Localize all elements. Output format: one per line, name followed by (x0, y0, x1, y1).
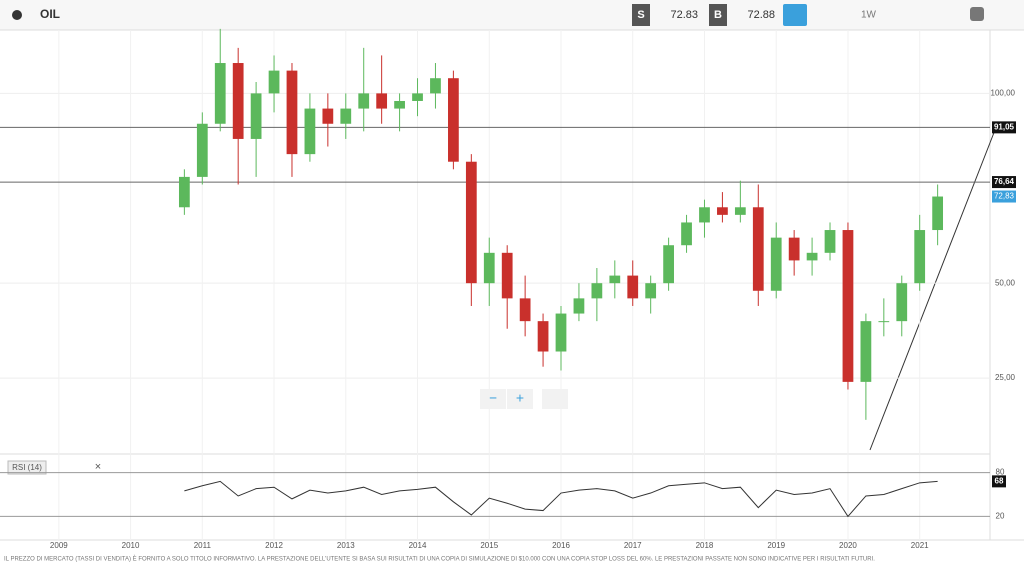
y-tick-label: 100,00 (991, 89, 1016, 98)
candle-body (250, 93, 262, 139)
level-label: 76,64 (994, 177, 1015, 186)
zoom-out-icon[interactable]: − (489, 390, 497, 406)
x-tick-label: 2020 (839, 541, 857, 550)
candle-body (734, 207, 746, 215)
share[interactable] (542, 389, 568, 409)
candle-body (896, 283, 908, 322)
candle-body (663, 245, 674, 284)
candle-body (824, 230, 836, 253)
candle-body (358, 93, 370, 109)
x-tick-label: 2018 (696, 541, 714, 550)
y-tick-label: 50,00 (995, 278, 1016, 287)
candle-body (717, 207, 728, 215)
candle-body (394, 100, 405, 109)
candle-body (770, 237, 782, 291)
x-tick-label: 2021 (911, 541, 929, 550)
zoom-out[interactable] (480, 389, 506, 409)
candle-body (178, 176, 190, 208)
zoom-in-icon[interactable]: + (516, 390, 524, 406)
candle-body (752, 207, 764, 291)
candle-body (788, 237, 800, 261)
candle-body (627, 275, 639, 299)
x-tick-label: 2016 (552, 541, 570, 550)
candle-body (214, 63, 226, 124)
toolbar (0, 0, 1024, 30)
x-tick-label: 2017 (624, 541, 642, 550)
buy-box[interactable] (709, 4, 727, 26)
candle-body (555, 313, 567, 352)
candle-body (645, 283, 657, 299)
disclaimer: IL PREZZO DI MERCATO (TASSI DI VENDITA) … (4, 556, 875, 563)
settings-button[interactable] (970, 7, 984, 21)
indicator-box[interactable] (7, 460, 47, 475)
y-tick-label: 25,00 (995, 373, 1016, 382)
rsi-current-box (992, 475, 1006, 488)
x-tick-label: 2010 (122, 541, 140, 550)
candle-body (340, 108, 352, 124)
candle-body (304, 108, 316, 155)
x-tick-label: 2014 (409, 541, 427, 550)
rsi-line (184, 480, 938, 518)
candle-body (232, 63, 244, 139)
current-box (992, 190, 1016, 203)
candle-body (286, 70, 298, 155)
candle-body (591, 283, 603, 299)
level-box (992, 121, 1016, 134)
candle-body (519, 298, 531, 322)
candle-body (376, 93, 388, 109)
rsi-current-label: 68 (995, 476, 1004, 485)
x-tick-label: 2009 (50, 541, 68, 550)
x-tick-label: 2013 (337, 541, 355, 550)
candle-body (537, 321, 549, 352)
x-tick-label: 2012 (265, 541, 283, 550)
crosshair-button[interactable] (783, 4, 807, 26)
candle-body (806, 252, 818, 261)
candle-body (196, 123, 208, 177)
candle-body (573, 298, 585, 314)
x-tick-label: 2011 (194, 541, 212, 550)
sell-box[interactable] (632, 4, 650, 26)
trend-line (869, 129, 996, 451)
x-tick-label: 2015 (480, 541, 498, 550)
candle-body (914, 230, 926, 284)
candle-body (932, 196, 944, 231)
candle-body (268, 70, 280, 94)
rsi-tick-label: 80 (996, 468, 1005, 477)
candle-body (878, 321, 890, 323)
buy-price: 72.88 (747, 9, 775, 21)
candle-body (465, 161, 477, 284)
zoom-in[interactable] (507, 389, 533, 409)
candle-body (699, 207, 710, 223)
x-tick-label: 2019 (767, 541, 785, 550)
level-box (992, 176, 1016, 189)
candle-body (842, 230, 854, 382)
timeframe[interactable]: 1W (861, 10, 877, 21)
level-label: 91,05 (994, 122, 1015, 131)
current-label: 72,83 (994, 192, 1015, 201)
symbol: OIL (40, 7, 60, 21)
indicator-name: RSI (14) (12, 463, 42, 472)
rsi-tick-label: 20 (996, 512, 1005, 521)
sell-price: 72.83 (670, 9, 698, 21)
candle-body (483, 252, 495, 284)
indicator-close[interactable]: × (95, 461, 101, 473)
candle-body (860, 321, 872, 382)
candle-body (322, 108, 334, 124)
sell-label[interactable]: S (637, 9, 644, 21)
candle-body (430, 78, 441, 94)
buy-label[interactable]: B (714, 9, 722, 21)
symbol-icon (12, 10, 22, 20)
candle-body (609, 275, 621, 284)
candle-body (681, 222, 692, 246)
candle-body (448, 78, 459, 162)
candle-body (412, 93, 423, 101)
candle-body (501, 252, 513, 299)
